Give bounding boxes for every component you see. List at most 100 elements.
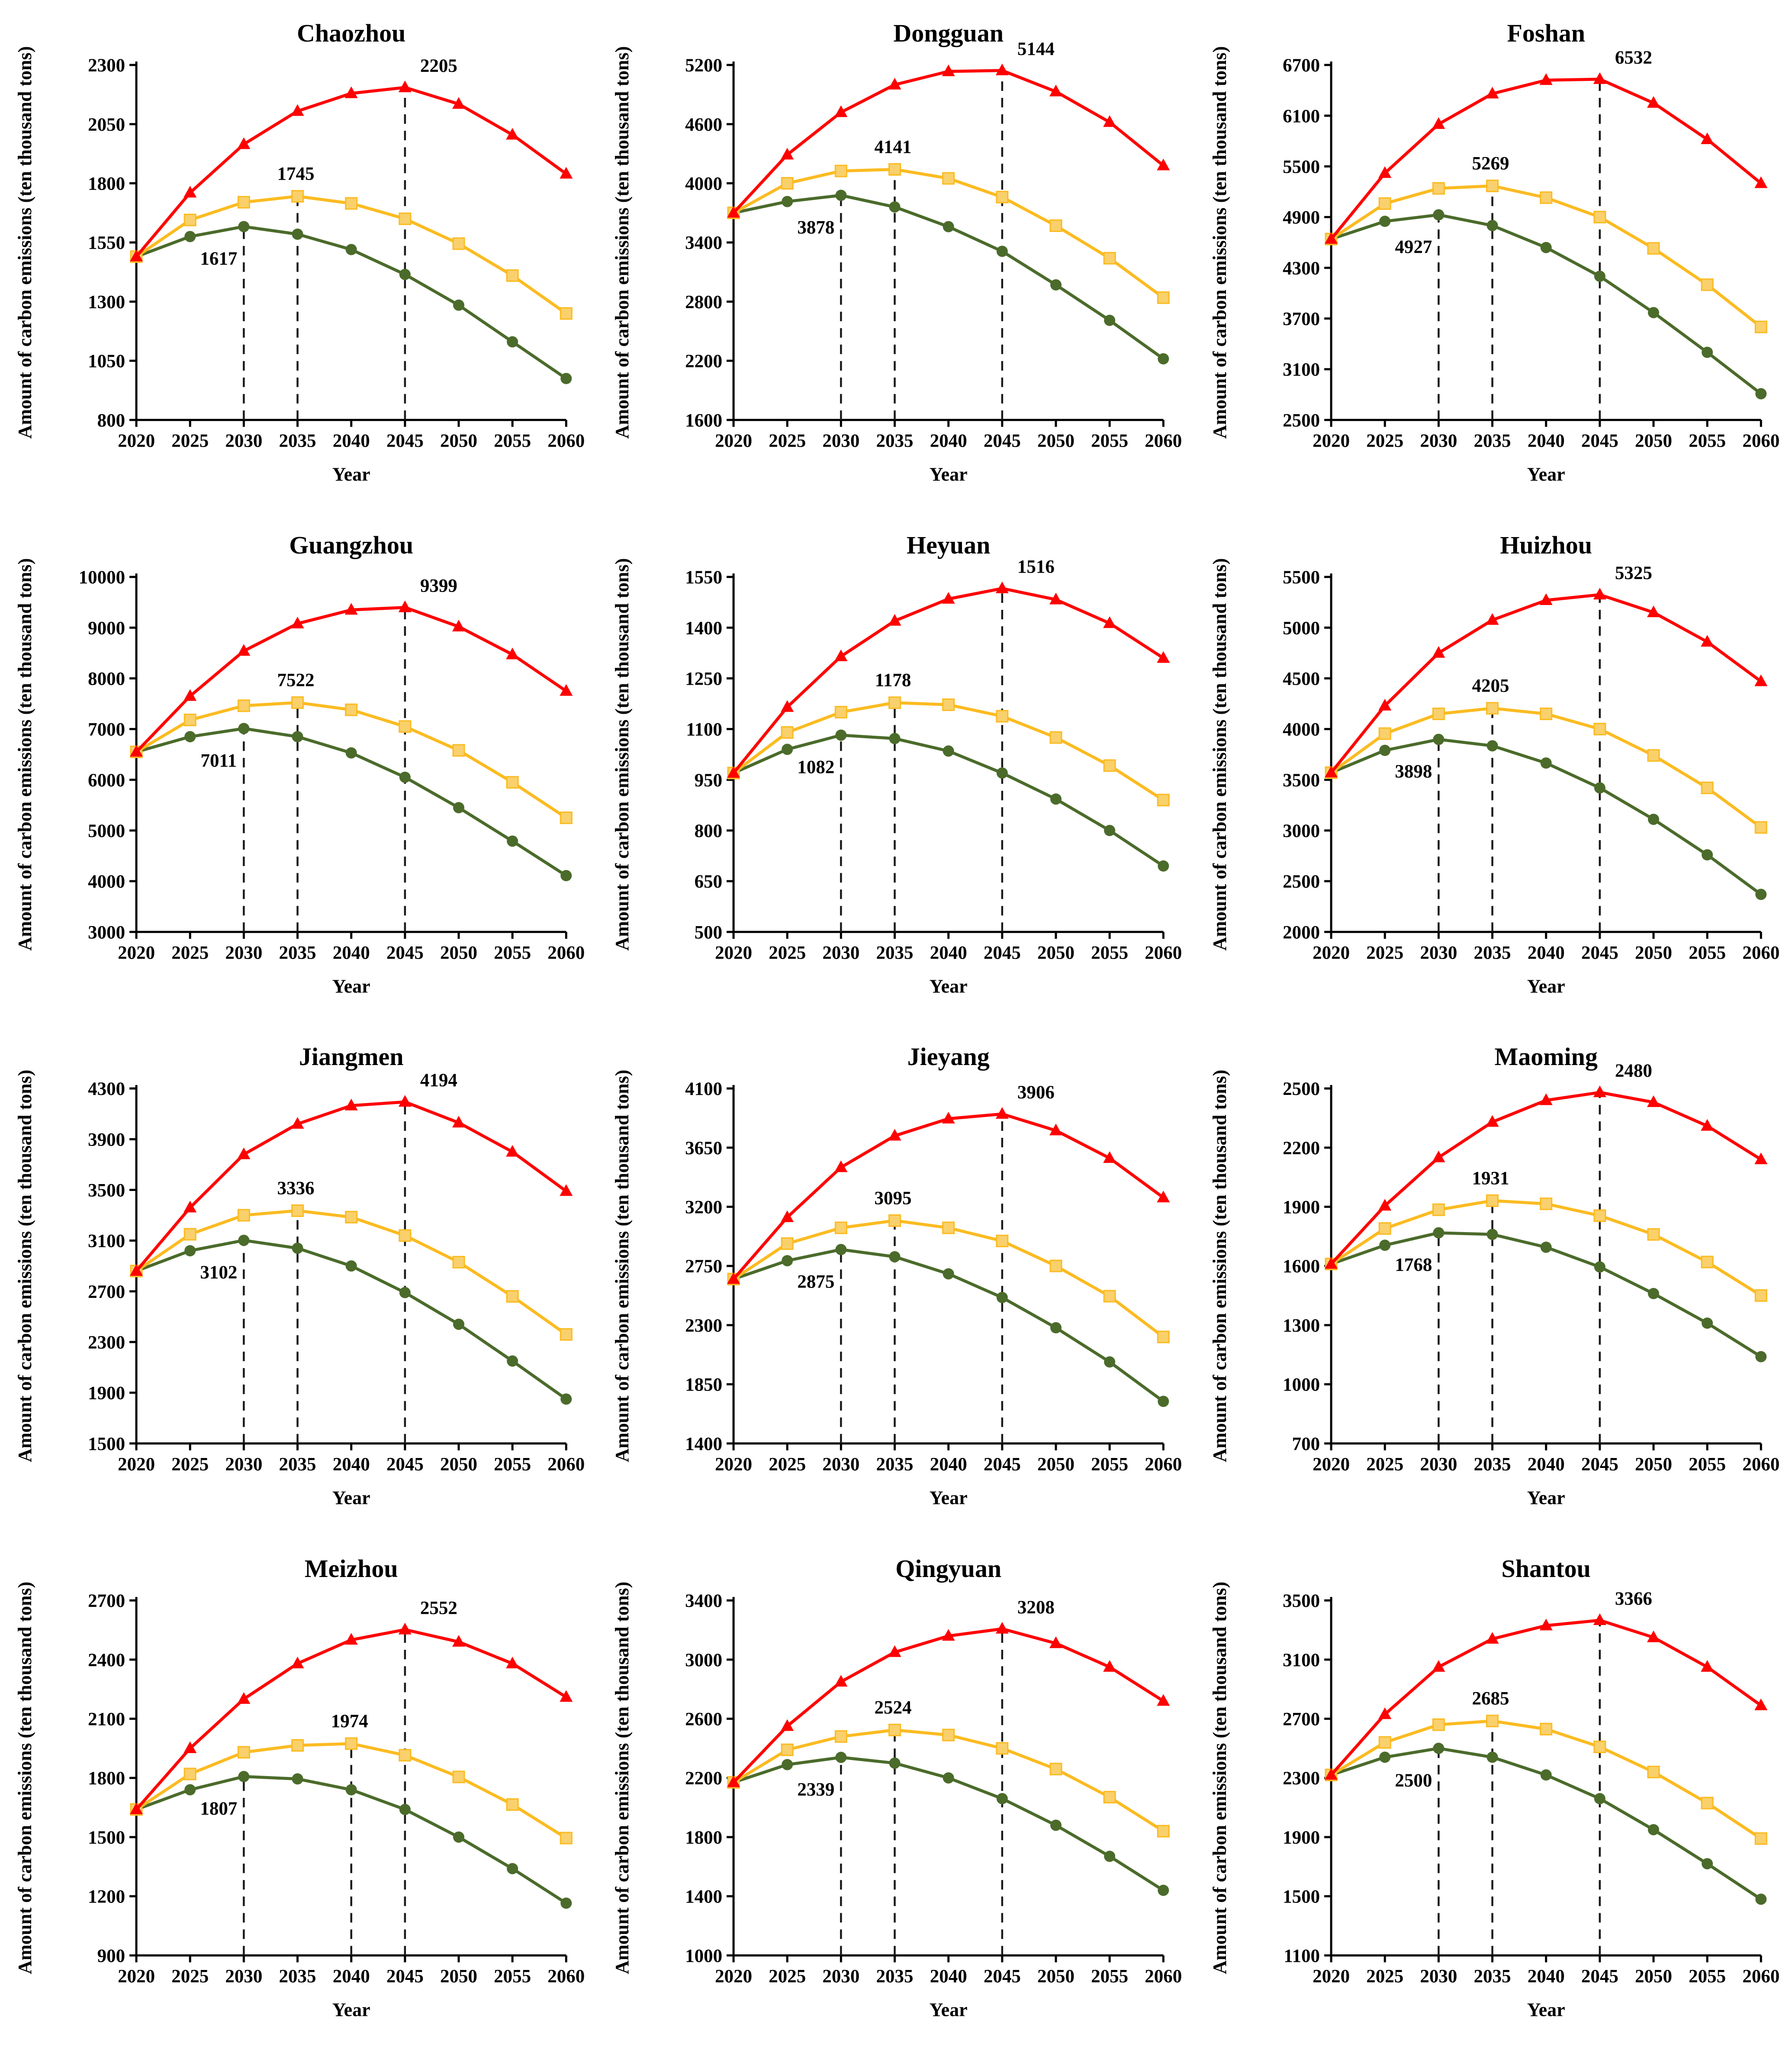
y-tick-label: 2700 [88, 1282, 125, 1302]
x-tick-label: 2045 [386, 1454, 424, 1474]
x-tick-label: 2060 [547, 943, 585, 963]
y-tick-label: 1300 [1283, 1316, 1320, 1336]
y-tick-label: 2300 [1283, 1768, 1320, 1789]
x-tick-label: 2035 [279, 1966, 316, 1986]
yellow-marker [399, 1229, 412, 1242]
y-axis-title: Amount of carbon emissions (ten thousand… [1209, 1070, 1230, 1462]
peak-label-yellow: 1178 [875, 670, 911, 690]
yellow-marker [888, 696, 901, 709]
y-tick-label: 3400 [685, 233, 722, 253]
chart-meizhou: Meizhou Amount of carbon emissions (ten t… [0, 1535, 597, 2047]
red-marker [1539, 73, 1553, 85]
y-tick-label: 1250 [685, 669, 722, 689]
yellow-marker [1539, 707, 1552, 720]
x-tick-label: 2020 [118, 943, 155, 963]
x-tick-label: 2060 [1145, 431, 1182, 451]
y-tick-label: 5000 [1283, 618, 1320, 638]
red-marker [727, 1775, 740, 1787]
y-tick-label: 9000 [88, 618, 125, 638]
yellow-marker [1701, 1255, 1714, 1268]
x-tick-label: 2040 [1527, 431, 1564, 451]
red-series-line [732, 1627, 1165, 1784]
yellow-marker [1539, 1722, 1552, 1735]
y-tick-label: 1400 [685, 1886, 722, 1907]
y-tick-label: 2000 [1283, 922, 1320, 943]
red-marker [130, 1264, 143, 1276]
red-marker [344, 602, 358, 615]
y-tick-label: 2600 [685, 1709, 722, 1729]
yellow-marker [1539, 191, 1552, 204]
yellow-marker [996, 1741, 1009, 1754]
peak-label-yellow: 2524 [875, 1697, 912, 1718]
red-marker [1647, 1630, 1660, 1642]
y-tick-label: 3650 [685, 1138, 722, 1159]
green-marker [1379, 1751, 1390, 1763]
y-tick-label: 1550 [88, 233, 125, 253]
yellow-marker [1593, 722, 1606, 735]
green-marker [453, 299, 465, 311]
x-tick-label: 2040 [930, 1454, 967, 1474]
y-axis-title: Amount of carbon emissions (ten thousand… [14, 46, 35, 439]
yellow-marker [781, 726, 794, 739]
yellow-marker [835, 1730, 848, 1743]
y-tick-label: 5000 [88, 821, 125, 841]
y-tick-label: 1000 [1283, 1375, 1320, 1395]
yellow-marker [888, 1214, 901, 1227]
green-marker [997, 1793, 1008, 1804]
red-marker [1486, 87, 1499, 99]
chart-foshan: Foshan Amount of carbon emissions (ten th… [1195, 0, 1792, 512]
green-marker [238, 722, 250, 734]
red-marker [1103, 1151, 1116, 1163]
x-tick-label: 2020 [118, 431, 155, 451]
red-marker [888, 77, 901, 90]
x-axis-title: Year [930, 975, 968, 997]
x-tick-label: 2045 [386, 1966, 424, 1986]
yellow-marker [1754, 321, 1767, 334]
chart-canvas-dongguan: Dongguan Amount of carbon emissions (ten … [611, 19, 1182, 485]
x-tick-label: 2020 [118, 1454, 155, 1474]
chart-dongguan: Dongguan Amount of carbon emissions (ten … [597, 0, 1194, 512]
peak-label-red: 1516 [1017, 557, 1055, 577]
red-marker [560, 684, 573, 696]
green-marker [1104, 1850, 1116, 1862]
yellow-marker [942, 1728, 955, 1741]
yellow-marker [452, 1255, 465, 1268]
yellow-marker [1378, 1736, 1391, 1749]
peak-label-green: 2339 [798, 1779, 835, 1799]
x-tick-label: 2050 [1037, 1454, 1075, 1474]
red-marker [834, 1674, 848, 1687]
red-marker [1103, 1660, 1116, 1672]
x-tick-label: 2030 [225, 1966, 262, 1986]
green-marker [345, 1784, 357, 1796]
x-tick-label: 2025 [1366, 1966, 1403, 1986]
x-tick-label: 2035 [1473, 1454, 1511, 1474]
chart-chaozhou: Chaozhou Amount of carbon emissions (ten … [0, 0, 597, 512]
chart-title: Foshan [1507, 19, 1585, 47]
y-tick-label: 1100 [686, 719, 723, 740]
x-axis-title: Year [332, 1487, 370, 1508]
red-marker [1378, 1199, 1391, 1211]
y-tick-label: 2500 [1283, 1079, 1320, 1099]
x-tick-label: 2045 [984, 943, 1021, 963]
x-tick-label: 2045 [1581, 1966, 1618, 1986]
red-marker [1700, 132, 1714, 144]
yellow-marker [1754, 1289, 1767, 1302]
x-tick-label: 2040 [333, 1454, 370, 1474]
red-marker [1324, 1767, 1338, 1780]
green-marker [1594, 782, 1605, 794]
chart-title: Jieyang [907, 1043, 990, 1071]
yellow-marker [781, 177, 794, 190]
green-marker [782, 1255, 793, 1267]
green-marker [399, 1287, 411, 1298]
chart-maoming: Maoming Amount of carbon emissions (ten t… [1195, 1024, 1792, 1535]
red-marker [1378, 698, 1391, 711]
y-tick-label: 4900 [1283, 208, 1320, 228]
red-marker [1539, 1618, 1553, 1630]
y-tick-label: 2300 [88, 55, 125, 76]
red-marker [996, 1622, 1009, 1634]
y-tick-label: 1800 [88, 1768, 125, 1789]
green-marker [238, 1770, 250, 1782]
red-marker [452, 97, 466, 109]
red-marker [452, 619, 466, 631]
yellow-marker [560, 811, 573, 824]
